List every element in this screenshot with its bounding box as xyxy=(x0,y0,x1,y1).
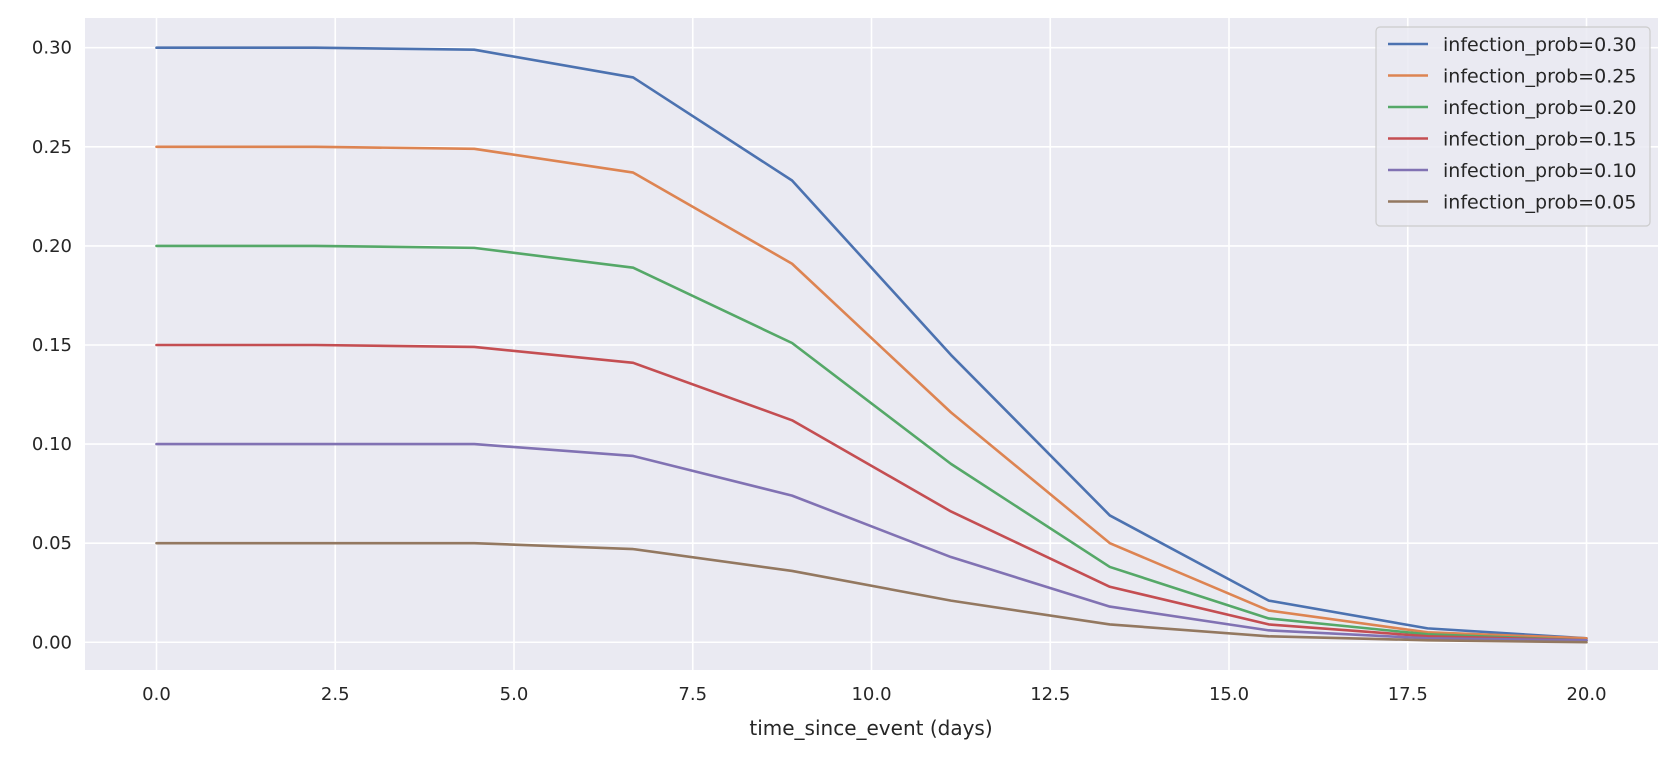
series-line-5 xyxy=(155,541,1588,644)
y-tick-label: 0.10 xyxy=(32,434,72,455)
legend-label: infection_prob=0.25 xyxy=(1443,66,1636,88)
series-line-4 xyxy=(155,442,1588,642)
legend-label: infection_prob=0.20 xyxy=(1443,97,1636,119)
x-tick-label: 17.5 xyxy=(1388,684,1428,705)
x-tick-label: 20.0 xyxy=(1566,684,1606,705)
y-tick-label: 0.20 xyxy=(32,236,72,257)
series-lines xyxy=(155,46,1588,644)
series-line-0 xyxy=(155,46,1588,640)
series-line-2 xyxy=(155,244,1588,642)
x-tick-label: 15.0 xyxy=(1209,684,1249,705)
legend-label: infection_prob=0.05 xyxy=(1443,192,1636,214)
x-tick-label: 5.0 xyxy=(500,684,529,705)
x-tick-label: 7.5 xyxy=(678,684,707,705)
series-line-1 xyxy=(155,145,1588,640)
x-tick-label: 2.5 xyxy=(321,684,350,705)
legend-label: infection_prob=0.10 xyxy=(1443,160,1636,182)
x-tick-label: 0.0 xyxy=(142,684,171,705)
y-tick-label: 0.05 xyxy=(32,533,72,554)
legend: infection_prob=0.30 infection_prob=0.25in… xyxy=(1375,26,1651,227)
y-tick-label: 0.15 xyxy=(32,335,72,356)
legend-label: infection_prob=0.30 xyxy=(1443,34,1636,56)
x-tick-label: 10.0 xyxy=(851,684,891,705)
y-tick-label: 0.25 xyxy=(32,137,72,158)
legend-box xyxy=(1375,26,1651,227)
series-line-3 xyxy=(155,343,1588,642)
y-tick-label: 0.00 xyxy=(32,632,72,653)
x-tick-labels: 0.0 2.5 5.0 7.5 10.0 12.5 15.0 17.5 20.0 xyxy=(142,684,1606,705)
y-tick-labels: 0.00 0.05 0.10 0.15 0.20 0.25 0.30 xyxy=(32,38,72,654)
x-tick-label: 12.5 xyxy=(1030,684,1070,705)
y-tick-label: 0.30 xyxy=(32,38,72,59)
legend-label: infection_prob=0.15 xyxy=(1443,129,1636,151)
x-axis-label: time_since_event (days) xyxy=(749,716,992,740)
